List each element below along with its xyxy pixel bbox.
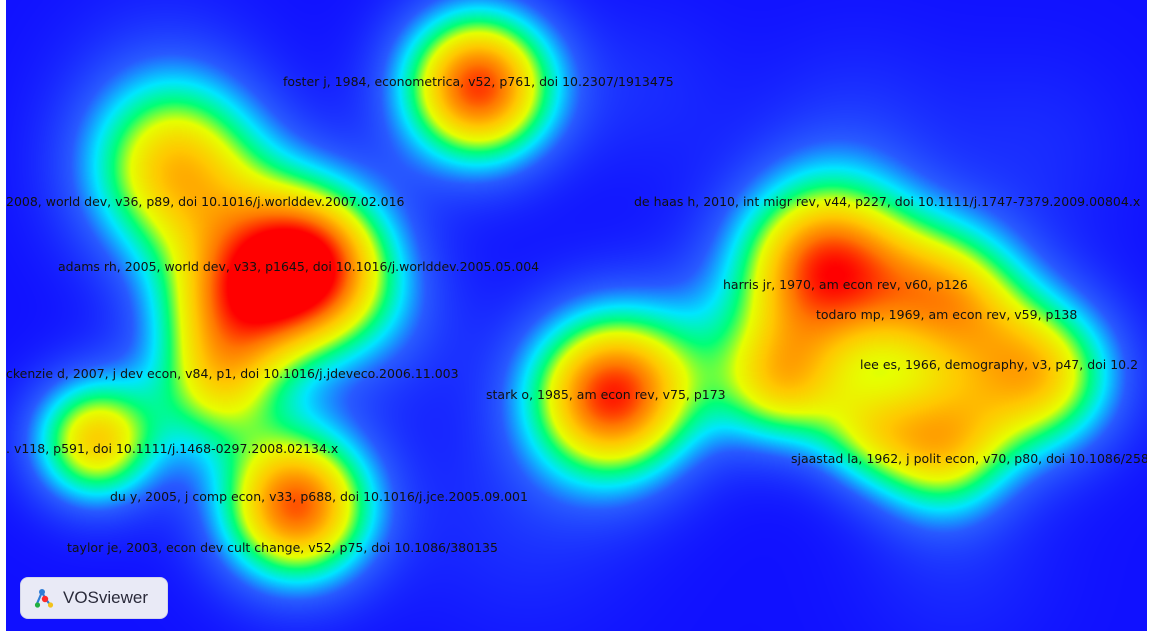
node-label-du-y[interactable]: du y, 2005, j comp econ, v33, p688, doi …: [110, 489, 528, 504]
vosviewer-logo-badge: VOSviewer: [20, 577, 168, 619]
node-label-wber[interactable]: . v118, p591, doi 10.1111/j.1468-0297.20…: [6, 441, 339, 456]
node-label-worlddev-2008[interactable]: 2008, world dev, v36, p89, doi 10.1016/j…: [6, 194, 405, 209]
brand-label: VOSviewer: [63, 588, 149, 607]
node-label-lee[interactable]: lee es, 1966, demography, v3, p47, doi 1…: [860, 357, 1139, 372]
node-label-sjaastad[interactable]: sjaastad la, 1962, j polit econ, v70, p8…: [791, 451, 1147, 466]
node-label-mckenzie[interactable]: ckenzie d, 2007, j dev econ, v84, p1, do…: [6, 366, 459, 381]
density-heatmap[interactable]: [6, 0, 1147, 631]
node-label-adams[interactable]: adams rh, 2005, world dev, v33, p1645, d…: [58, 259, 540, 274]
node-label-taylor[interactable]: taylor je, 2003, econ dev cult change, v…: [67, 540, 498, 555]
node-label-stark[interactable]: stark o, 1985, am econ rev, v75, p173: [486, 387, 726, 402]
node-label-todaro[interactable]: todaro mp, 1969, am econ rev, v59, p138: [816, 307, 1078, 322]
node-label-de-haas[interactable]: de haas h, 2010, int migr rev, v44, p227…: [634, 194, 1141, 209]
node-label-harris[interactable]: harris jr, 1970, am econ rev, v60, p126: [723, 277, 968, 292]
node-label-foster[interactable]: foster j, 1984, econometrica, v52, p761,…: [283, 74, 674, 89]
density-map-view[interactable]: foster j, 1984, econometrica, v52, p761,…: [6, 0, 1147, 631]
vosviewer-logo-icon: [34, 589, 54, 608]
